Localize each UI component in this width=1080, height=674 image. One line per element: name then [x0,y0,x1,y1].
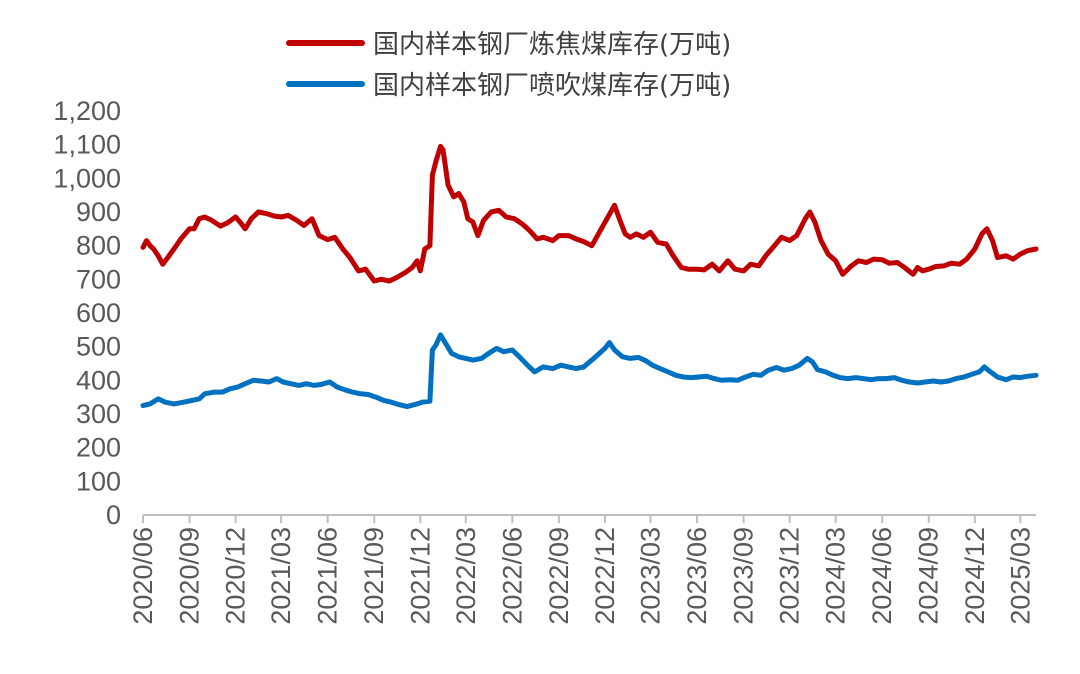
y-tick-label: 200 [76,433,121,463]
x-tick-label: 2021/09 [359,527,389,625]
y-tick-label: 500 [76,332,121,362]
x-tick-label: 2025/03 [1005,527,1035,625]
legend: 国内样本钢厂炼焦煤库存(万吨) 国内样本钢厂喷吹煤库存(万吨) [286,30,731,101]
x-tick-label: 2023/06 [682,527,712,625]
x-tick-label: 2023/03 [635,527,665,625]
y-tick-label: 1,100 [53,130,121,160]
y-tick-label: 800 [76,231,121,261]
x-tick-label: 2023/12 [775,527,805,625]
y-tick-label: 600 [76,298,121,328]
y-tick-label: 1,000 [53,163,121,193]
y-tick-label: 900 [76,197,121,227]
x-tick-label: 2020/09 [175,527,205,625]
x-tick-label: 2022/06 [497,527,527,625]
x-tick-label: 2024/06 [867,527,897,625]
y-tick-label: 400 [76,365,121,395]
x-tick-label: 2020/06 [128,527,158,625]
y-tick-label: 100 [76,466,121,496]
legend-label-coking-coal: 国内样本钢厂炼焦煤库存(万吨) [373,30,731,60]
series-layer [140,143,1039,410]
legend-item-coking-coal: 国内样本钢厂炼焦煤库存(万吨) [286,30,731,60]
legend-label-injection-coal: 国内样本钢厂喷吹煤库存(万吨) [373,71,731,101]
x-tick-label: 2021/06 [313,527,343,625]
series-line-injection-coal [140,332,1039,410]
y-tick-label: 1,200 [53,96,121,126]
series-line-coking-coal [140,143,1039,284]
y-tick-label: 700 [76,264,121,294]
x-tick-label: 2021/12 [405,527,435,625]
x-tick-label: 2024/09 [914,527,944,625]
x-tick-label: 2022/09 [544,527,574,625]
x-axis: 2020/06 2020/09 2020/12 2021/03 2021/06 2021/… [128,514,1036,625]
x-tick-label: 2020/12 [221,527,251,625]
y-tick-label: 0 [106,500,121,530]
x-tick-label: 2022/12 [590,527,620,625]
x-tick-label: 2024/12 [960,527,990,625]
x-tick-label: 2021/03 [266,527,296,625]
legend-item-injection-coal: 国内样本钢厂喷吹煤库存(万吨) [286,71,731,101]
x-tick-label: 2022/03 [451,527,481,625]
y-tick-label: 300 [76,399,121,429]
x-tick-label: 2024/03 [821,527,851,625]
x-tick-label: 2023/09 [729,527,759,625]
